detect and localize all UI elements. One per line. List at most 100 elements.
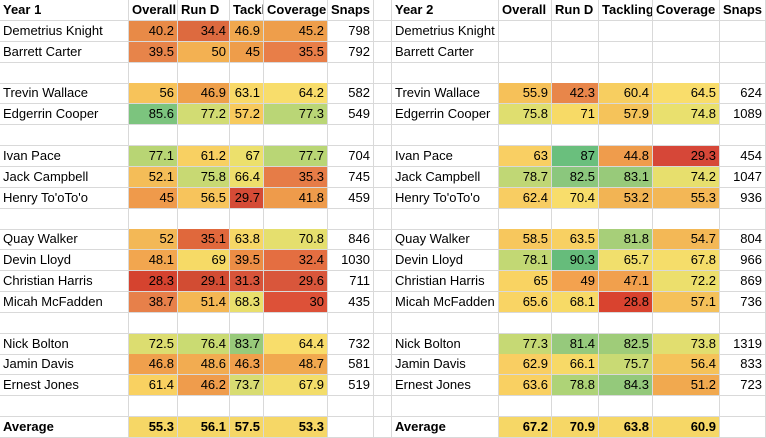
empty-cell[interactable]	[264, 313, 328, 334]
spacer-cell[interactable]	[374, 292, 392, 313]
player-name[interactable]: Ivan Pace	[392, 146, 499, 167]
year2-stat[interactable]: 63.5	[552, 229, 599, 250]
year1-stat[interactable]: 45	[129, 188, 178, 209]
empty-cell[interactable]	[499, 396, 552, 417]
year1-stat[interactable]: 70.8	[264, 229, 328, 250]
empty-cell[interactable]	[328, 209, 374, 230]
spacer-cell[interactable]	[374, 63, 392, 84]
year1-stat[interactable]: 39.5	[230, 250, 264, 271]
empty-cell[interactable]	[720, 209, 766, 230]
year2-stat[interactable]: 81.8	[599, 229, 653, 250]
year1-stat[interactable]: 46.9	[178, 83, 230, 104]
year1-stat[interactable]: 711	[328, 271, 374, 292]
empty-cell[interactable]	[392, 313, 499, 334]
empty-cell[interactable]	[0, 313, 129, 334]
spacer-cell[interactable]	[374, 125, 392, 146]
year1-stat[interactable]: 83.7	[230, 334, 264, 355]
empty-cell[interactable]	[499, 209, 552, 230]
year2-stat[interactable]: 56.4	[653, 354, 720, 375]
year2-stat[interactable]: 58.5	[499, 229, 552, 250]
year1-stat[interactable]: 792	[328, 42, 374, 63]
year1-stat[interactable]: 61.2	[178, 146, 230, 167]
year1-stat[interactable]: 30	[264, 292, 328, 313]
year1-stat[interactable]: 519	[328, 375, 374, 396]
year2-stat[interactable]: 42.3	[552, 83, 599, 104]
empty-cell[interactable]	[499, 125, 552, 146]
year2-stat[interactable]	[599, 42, 653, 63]
empty-cell[interactable]	[328, 396, 374, 417]
header-right-2[interactable]: Run D	[552, 0, 599, 21]
empty-cell[interactable]	[328, 313, 374, 334]
empty-cell[interactable]	[599, 209, 653, 230]
empty-cell[interactable]	[720, 396, 766, 417]
year2-stat[interactable]: 624	[720, 83, 766, 104]
year2-stat[interactable]	[720, 21, 766, 42]
empty-cell[interactable]	[129, 209, 178, 230]
year1-stat[interactable]: 75.8	[178, 167, 230, 188]
year1-stat[interactable]: 549	[328, 104, 374, 125]
empty-cell[interactable]	[599, 125, 653, 146]
year2-stat[interactable]: 47.1	[599, 271, 653, 292]
empty-cell[interactable]	[0, 209, 129, 230]
spacer-cell[interactable]	[374, 146, 392, 167]
spacer-cell[interactable]	[374, 250, 392, 271]
year2-stat[interactable]: 78.8	[552, 375, 599, 396]
year2-stat[interactable]: 736	[720, 292, 766, 313]
empty-cell[interactable]	[129, 396, 178, 417]
player-name[interactable]: Ivan Pace	[0, 146, 129, 167]
year1-stat[interactable]: 77.3	[264, 104, 328, 125]
year2-stat[interactable]: 833	[720, 354, 766, 375]
spacer-cell[interactable]	[374, 354, 392, 375]
year2-stat[interactable]: 65.7	[599, 250, 653, 271]
player-name[interactable]: Ernest Jones	[0, 375, 129, 396]
header-right-0[interactable]: Year 2	[392, 0, 499, 21]
header-right-4[interactable]: Coverage	[653, 0, 720, 21]
year2-stat[interactable]: 60.9	[653, 417, 720, 438]
year1-stat[interactable]: 64.4	[264, 334, 328, 355]
header-left-4[interactable]: Coverage	[264, 0, 328, 21]
header-left-1[interactable]: Overall	[129, 0, 178, 21]
year2-stat[interactable]: 44.8	[599, 146, 653, 167]
year2-stat[interactable]: 936	[720, 188, 766, 209]
year2-stat[interactable]: 67.2	[499, 417, 552, 438]
year2-stat[interactable]: 67.8	[653, 250, 720, 271]
empty-cell[interactable]	[178, 209, 230, 230]
player-name[interactable]: Christian Harris	[392, 271, 499, 292]
year1-stat[interactable]: 40.2	[129, 21, 178, 42]
player-name[interactable]: Barrett Carter	[392, 42, 499, 63]
year2-stat[interactable]: 869	[720, 271, 766, 292]
year2-stat[interactable]: 78.7	[499, 167, 552, 188]
year1-stat[interactable]: 46.2	[178, 375, 230, 396]
header-left-5[interactable]: Snaps	[328, 0, 374, 21]
year1-stat[interactable]: 52	[129, 229, 178, 250]
empty-cell[interactable]	[264, 209, 328, 230]
empty-cell[interactable]	[129, 313, 178, 334]
year2-stat[interactable]: 1319	[720, 334, 766, 355]
empty-cell[interactable]	[599, 396, 653, 417]
player-name[interactable]: Christian Harris	[0, 271, 129, 292]
player-name[interactable]: Quay Walker	[0, 229, 129, 250]
year2-stat[interactable]: 60.4	[599, 83, 653, 104]
year2-stat[interactable]	[599, 21, 653, 42]
empty-cell[interactable]	[392, 396, 499, 417]
empty-cell[interactable]	[0, 396, 129, 417]
year1-stat[interactable]: 435	[328, 292, 374, 313]
player-name[interactable]: Henry To'oTo'o	[0, 188, 129, 209]
spacer-cell[interactable]	[374, 21, 392, 42]
empty-cell[interactable]	[178, 125, 230, 146]
year2-stat[interactable]: 74.2	[653, 167, 720, 188]
empty-cell[interactable]	[178, 63, 230, 84]
year1-stat[interactable]: 56.5	[178, 188, 230, 209]
year2-stat[interactable]: 966	[720, 250, 766, 271]
player-name[interactable]: Average	[392, 417, 499, 438]
year2-stat[interactable]: 77.3	[499, 334, 552, 355]
year1-stat[interactable]: 29.1	[178, 271, 230, 292]
year1-stat[interactable]: 41.8	[264, 188, 328, 209]
empty-cell[interactable]	[230, 209, 264, 230]
year2-stat[interactable]	[499, 42, 552, 63]
empty-cell[interactable]	[0, 125, 129, 146]
year1-stat[interactable]: 38.7	[129, 292, 178, 313]
year2-stat[interactable]: 49	[552, 271, 599, 292]
year1-stat[interactable]: 77.1	[129, 146, 178, 167]
year1-stat[interactable]: 798	[328, 21, 374, 42]
